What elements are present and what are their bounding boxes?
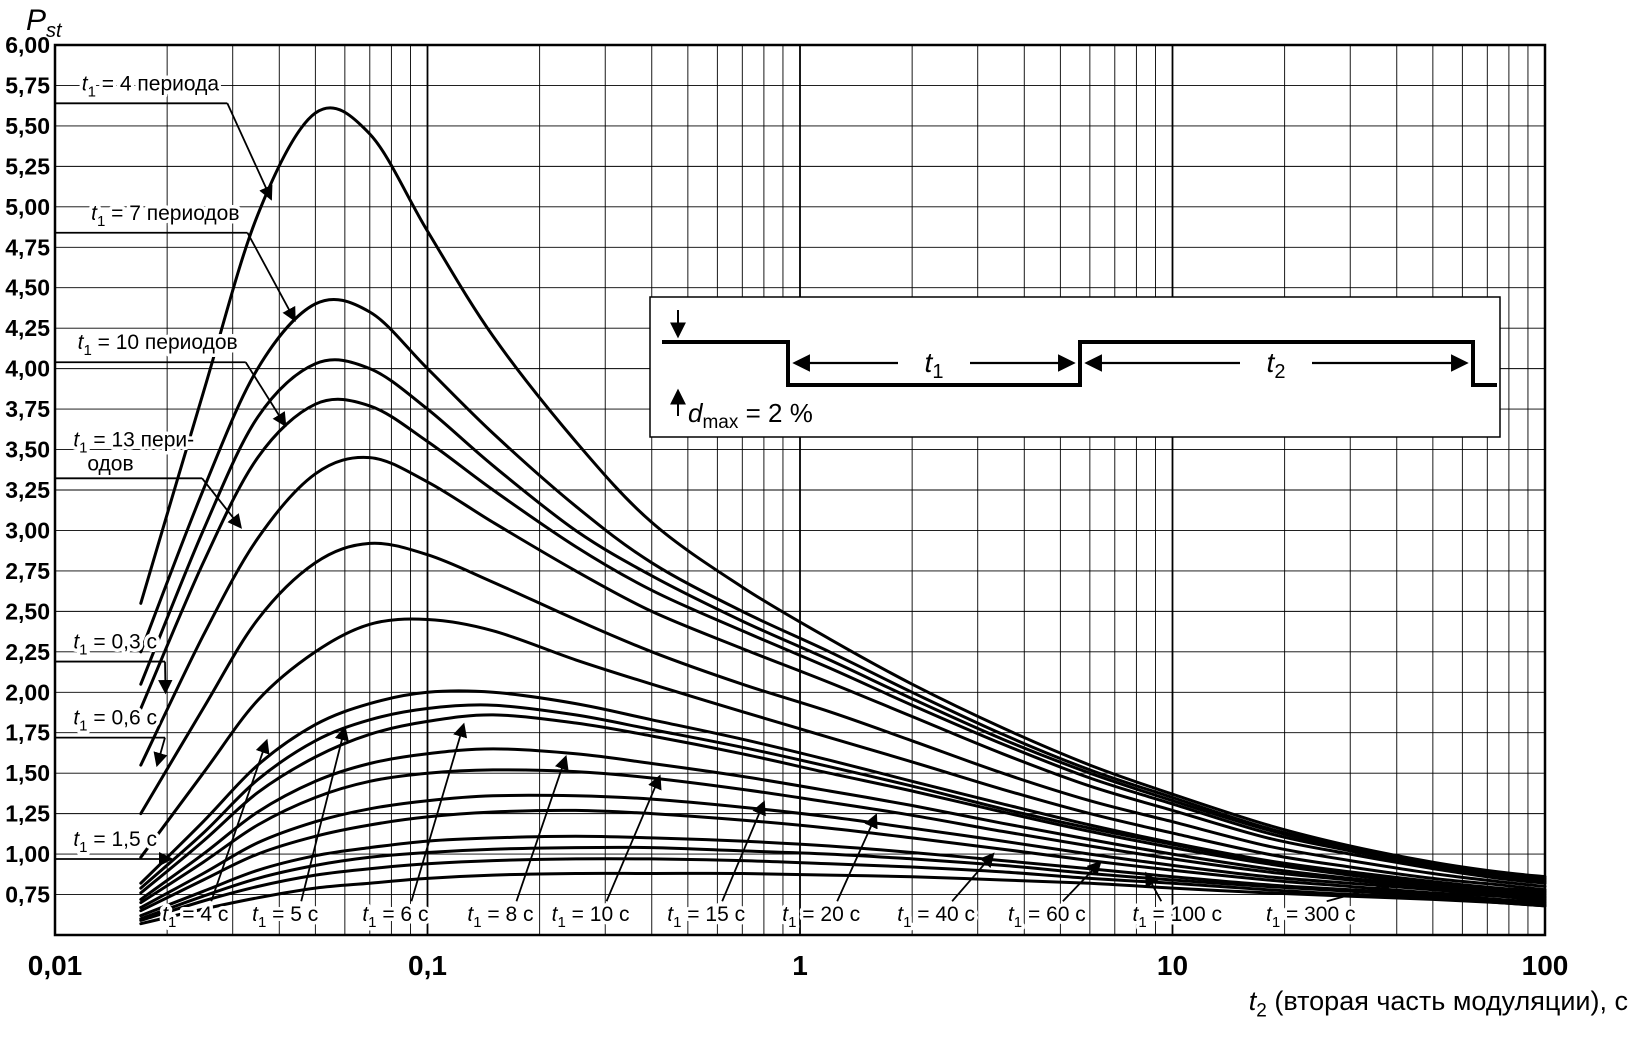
series-label: t1 = 4 периода (82, 72, 220, 100)
series-curve-4 (139, 397, 1547, 884)
annotation-arrow (210, 738, 270, 902)
series-label: t1 = 60 с (1008, 903, 1086, 931)
y-axis-title-sub: st (46, 20, 62, 42)
series-label: t1 = 0,6 с (73, 707, 157, 735)
y-tick-label: 0,75 (5, 882, 50, 908)
y-tick-label: 2,00 (5, 679, 50, 705)
series-label: t1 = 40 с (897, 903, 975, 931)
series-label: t1 = 6 с (362, 903, 428, 931)
series-curve-10 (139, 713, 1547, 896)
y-tick-label: 1,50 (5, 760, 50, 786)
annotation-arrow (201, 477, 242, 529)
series-curve-3 (139, 358, 1547, 882)
annotation-arrow (300, 725, 349, 902)
annotation-arrow (836, 813, 878, 902)
x-tick-label: 1 (792, 950, 808, 981)
series-curve-13 (139, 793, 1547, 909)
series-curve-14 (139, 808, 1547, 913)
y-tick-label: 1,00 (5, 841, 50, 867)
y-tick-label: 5,00 (5, 194, 50, 220)
x-axis-title-sub: 2 (1256, 1000, 1267, 1022)
y-tick-label: 3,50 (5, 437, 50, 463)
series-curve-16 (139, 845, 1547, 921)
y-tick-label: 4,50 (5, 275, 50, 301)
y-tick-label: 2,75 (5, 558, 50, 584)
series-curve-18 (139, 871, 1547, 926)
y-tick-label: 3,00 (5, 517, 50, 543)
series-label: t1 = 5 с (252, 903, 318, 931)
series-label: t1 = 20 с (782, 903, 860, 931)
modulation-waveform-inset: t1 t2 dmax = 2 % (649, 296, 1501, 438)
annotations: t1 = 4 периода t1 = 7 периодов t1 = 10 пер… (56, 69, 1395, 935)
y-tick-label: 4,25 (5, 315, 50, 341)
y-tick-label: 4,75 (5, 234, 50, 260)
y-tick-label: 4,00 (5, 356, 50, 382)
annotation-arrow (515, 754, 569, 902)
series-label: t1 = 0,3 с (73, 631, 157, 659)
series-curves (139, 106, 1547, 926)
annotation-arrow (244, 361, 287, 428)
series-label: t1 = 15 с (667, 903, 745, 931)
series-curve-7 (139, 617, 1547, 892)
inset-t1-label: t1 (925, 347, 944, 383)
series-curve-8 (139, 689, 1547, 893)
annotation-arrow (951, 852, 995, 902)
series-curve-6 (139, 541, 1547, 888)
annotation-arrow (605, 774, 662, 902)
y-tick-label: 3,25 (5, 477, 50, 503)
annotation-arrow (1062, 860, 1102, 902)
y-tick-label: 2,25 (5, 639, 50, 665)
series-label: t1 = 7 периодов (91, 202, 239, 230)
series-label: t1 = 10 с (552, 903, 630, 931)
annotation-arrow (246, 232, 296, 322)
annotation-arrow (153, 737, 168, 768)
series-curve-15 (139, 834, 1547, 918)
series-curve-11 (139, 747, 1547, 901)
x-tick-label: 0,01 (28, 950, 83, 981)
annotation-arrow (721, 800, 766, 902)
inset-dmax-label: dmax = 2 % (688, 398, 813, 433)
series-label: t1 = 10 периодов (78, 331, 238, 359)
annotation-arrow (226, 102, 273, 201)
annotation-arrow (158, 661, 173, 695)
y-tick-label: 6,00 (5, 32, 50, 58)
y-tick-label: 5,50 (5, 113, 50, 139)
grid (54, 44, 1546, 936)
series-label: t1 = 100 с (1133, 903, 1223, 931)
y-tick-label: 5,25 (5, 153, 50, 179)
x-axis-title: t2 (вторая часть модуляции), с (1249, 986, 1628, 1022)
y-tick-label: 2,50 (5, 598, 50, 624)
x-tick-label: 10 (1157, 950, 1188, 981)
annotation-arrow (1145, 871, 1163, 902)
annotation-arrow (1326, 879, 1395, 903)
y-tick-label: 1,25 (5, 801, 50, 827)
series-curve-9 (139, 703, 1547, 895)
x-tick-label: 0,1 (408, 950, 447, 981)
series-label: t1 = 1,5 с (73, 828, 157, 856)
plot-frame (53, 43, 1547, 937)
y-tick-label: 3,75 (5, 396, 50, 422)
series-curve-5 (139, 455, 1547, 885)
series-curve-17 (139, 857, 1547, 922)
x-axis-title-var: t (1248, 986, 1257, 1016)
series-label: t1 = 300 с (1266, 903, 1356, 931)
x-tick-label: 100 (1522, 950, 1569, 981)
inset-t2-label: t2 (1267, 347, 1286, 383)
tick-labels: 0,01 0,1 1 10 100 6,00 5,75 5,50 5,25 5,00 4,75 4,5… (5, 32, 1568, 981)
y-axis-title-var: P (26, 4, 47, 37)
y-axis-title: Pst (26, 4, 62, 43)
x-axis-title-rest: (вторая часть модуляции), с (1266, 986, 1628, 1016)
inset-waveform (662, 340, 1497, 387)
series-label: t1 = 8 с (467, 903, 533, 931)
series-curve-1 (139, 106, 1547, 879)
annotation-arrow (410, 722, 468, 902)
series-label: t1 = 13 пери-одов (73, 428, 194, 475)
series-label: t1 = 4 с (162, 903, 228, 931)
y-tick-label: 5,75 (5, 72, 50, 98)
y-tick-label: 1,75 (5, 720, 50, 746)
